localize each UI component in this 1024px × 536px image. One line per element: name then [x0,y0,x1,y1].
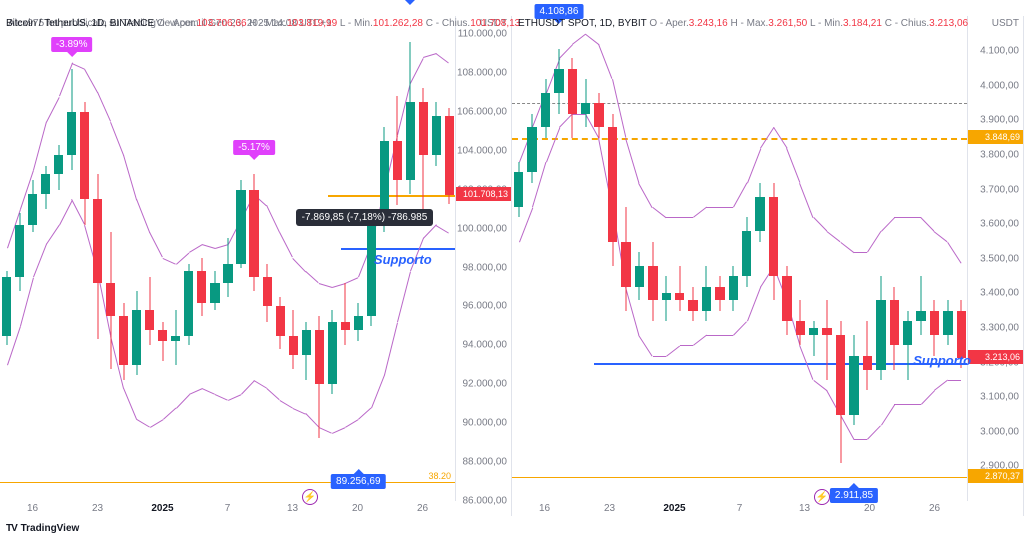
candle[interactable] [809,34,818,501]
candle[interactable] [432,34,441,501]
eth-panel[interactable]: ETHUSDT SPOT, 1D, BYBIT O - Aper.3.243,1… [512,16,1024,516]
replay-icon[interactable]: ⚡ [302,489,318,505]
candle[interactable] [755,34,764,501]
candle[interactable] [863,34,872,501]
candle[interactable] [662,34,671,501]
candle[interactable] [930,34,939,501]
replay-icon[interactable]: ⚡ [814,489,830,505]
candle[interactable] [80,34,89,501]
candle[interactable] [648,34,657,501]
candle[interactable] [568,34,577,501]
candle[interactable] [328,34,337,501]
candle[interactable] [249,34,258,501]
candle[interactable] [145,34,154,501]
time-axis[interactable]: 162320257132026 [512,501,967,516]
candle[interactable] [106,34,115,501]
candle[interactable] [903,34,912,501]
candle[interactable] [393,34,402,501]
candle[interactable] [769,34,778,501]
candle[interactable] [715,34,724,501]
candle[interactable] [315,34,324,501]
candle[interactable] [836,34,845,501]
chart-header: Bitcoin / TetherUS, 1D, BINANCE O - Aper… [6,18,520,29]
candle[interactable] [608,34,617,501]
candle[interactable] [119,34,128,501]
candle[interactable] [890,34,899,501]
candle[interactable] [367,34,376,501]
supporto-label: Supporto [913,353,971,368]
price-tag: 3.848,69 [968,130,1023,144]
candle[interactable] [132,34,141,501]
chart-header: ETHUSDT SPOT, 1D, BYBIT O - Aper.3.243,1… [518,18,968,29]
candle[interactable] [276,34,285,501]
candle[interactable] [621,34,630,501]
chart-plot[interactable]: 38.20-3.89%-5.17%109.588,0089.256,69Supp… [0,34,455,501]
candle[interactable] [93,34,102,501]
price-tag: 3.213,06 [968,350,1023,364]
candle[interactable] [581,34,590,501]
candle[interactable] [419,34,428,501]
candle[interactable] [236,34,245,501]
price-axis[interactable]: USDT110.000,00108.000,00106.000,00104.00… [455,16,511,501]
candle[interactable] [54,34,63,501]
candle[interactable] [289,34,298,501]
tradingview-logo: TV TradingView [6,523,79,534]
price-label[interactable]: -3.89% [51,37,93,52]
price-tag: 2.870,37 [968,469,1023,483]
candle[interactable] [796,34,805,501]
candle[interactable] [541,34,550,501]
candle[interactable] [445,34,454,501]
candle[interactable] [2,34,11,501]
price-label[interactable]: 4.108,86 [534,4,583,19]
candle[interactable] [302,34,311,501]
candle[interactable] [943,34,952,501]
candle[interactable] [184,34,193,501]
candle[interactable] [263,34,272,501]
candle[interactable] [742,34,751,501]
candle[interactable] [822,34,831,501]
candle[interactable] [28,34,37,501]
btc-panel[interactable]: Bitcoin / TetherUS, 1D, BINANCE O - Aper… [0,16,512,516]
measure-tooltip: -7.869,85 (-7,18%) -786.985 [296,209,434,226]
supporto-label: Supporto [374,252,432,267]
candle[interactable] [635,34,644,501]
candle[interactable] [41,34,50,501]
candle[interactable] [876,34,885,501]
candle[interactable] [957,34,966,501]
candle[interactable] [171,34,180,501]
candle[interactable] [354,34,363,501]
candle[interactable] [380,34,389,501]
price-label[interactable]: -5.17% [233,140,275,155]
chart-plot[interactable]: 4.108,862.911,85Supporto [512,34,967,501]
candle[interactable] [341,34,350,501]
candle[interactable] [197,34,206,501]
candle[interactable] [223,34,232,501]
candle[interactable] [688,34,697,501]
candle[interactable] [514,34,523,501]
price-axis[interactable]: USDT4.100,004.000,003.900,003.800,003.70… [967,16,1023,501]
candle[interactable] [554,34,563,501]
candle[interactable] [849,34,858,501]
candle[interactable] [15,34,24,501]
candle[interactable] [527,34,536,501]
price-label[interactable]: 89.256,69 [331,474,386,489]
candle[interactable] [729,34,738,501]
time-axis[interactable]: 162320257132026 [0,501,455,516]
candle[interactable] [406,34,415,501]
candle[interactable] [702,34,711,501]
candle[interactable] [594,34,603,501]
candle[interactable] [67,34,76,501]
candle[interactable] [158,34,167,501]
candle[interactable] [782,34,791,501]
candle[interactable] [916,34,925,501]
candle[interactable] [675,34,684,501]
candle[interactable] [210,34,219,501]
price-tag: 101.708,13 [456,187,511,201]
